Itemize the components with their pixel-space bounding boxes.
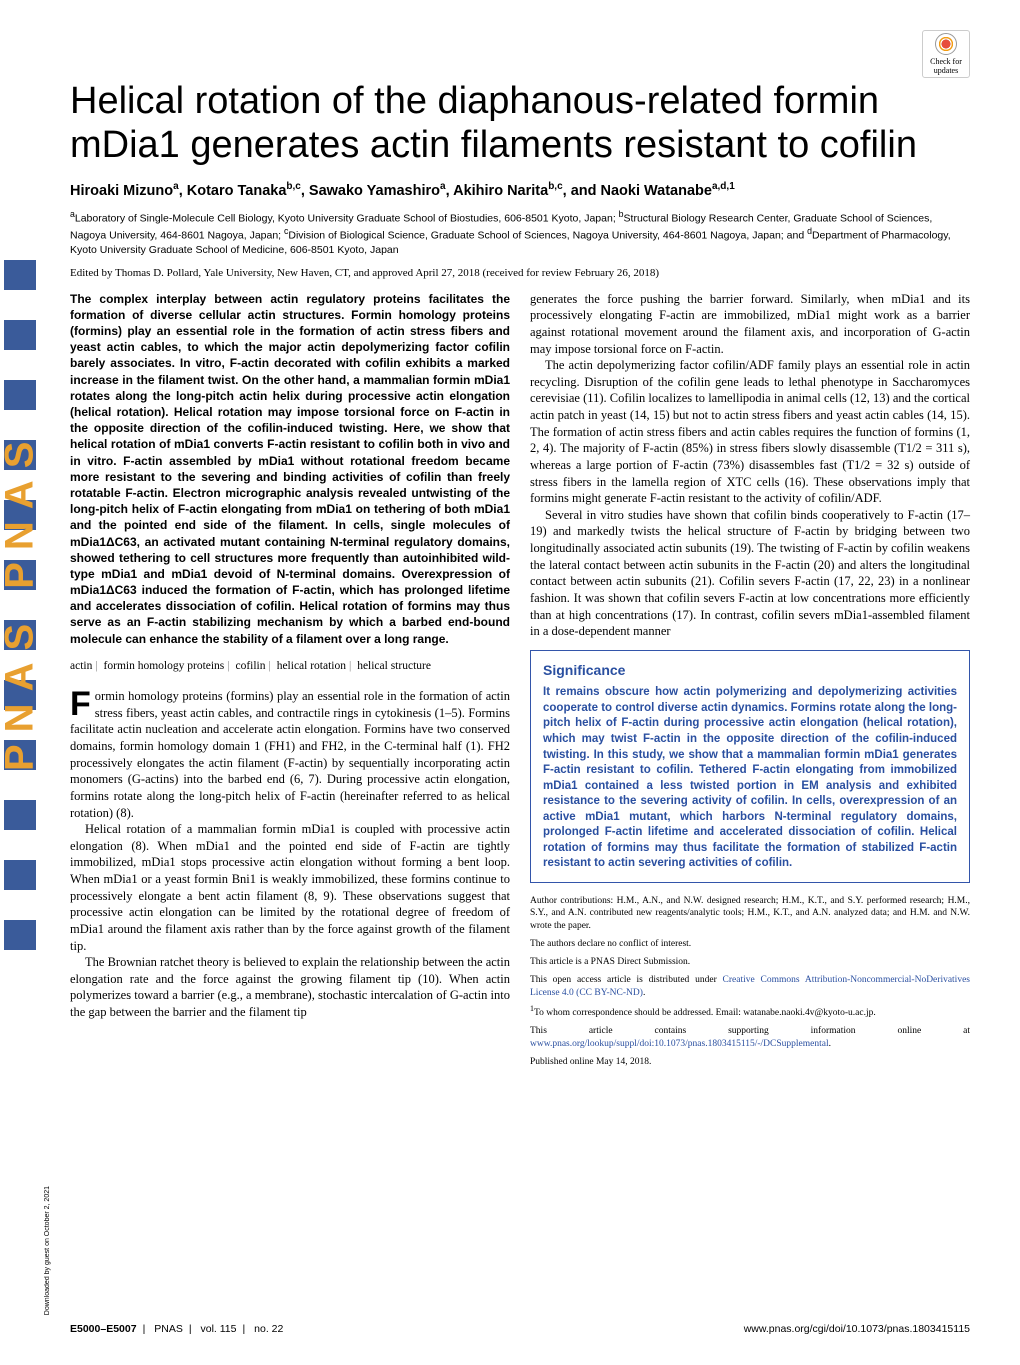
published-date: Published online May 14, 2018. [530, 1056, 970, 1069]
body-paragraph: Formin homology proteins (formins) play … [70, 688, 510, 821]
two-column-body: The complex interplay between actin regu… [70, 291, 970, 1074]
pnas-sidebar-mark: PNAS PNAS [4, 250, 36, 950]
supporting-info: This article contains supporting informa… [530, 1025, 970, 1051]
page-footer: E5000–E5007| PNAS| vol. 115| no. 22 www.… [70, 1315, 970, 1335]
article-title: Helical rotation of the diaphanous-relat… [70, 80, 970, 167]
author-list: Hiroaki Mizunoa, Kotaro Tanakab,c, Sawak… [70, 181, 970, 199]
right-column: generates the force pushing the barrier … [530, 291, 970, 1074]
conflict-statement: The authors declare no conflict of inter… [530, 938, 970, 951]
author-contributions: Author contributions: H.M., A.N., and N.… [530, 895, 970, 933]
downloaded-note: Downloaded by guest on October 2, 2021 [44, 1186, 51, 1315]
body-paragraph: Helical rotation of a mammalian formin m… [70, 821, 510, 954]
crossmark-icon [935, 33, 957, 55]
license-statement: This open access article is distributed … [530, 974, 970, 1000]
body-paragraph: Several in vitro studies have shown that… [530, 507, 970, 640]
submission-type: This article is a PNAS Direct Submission… [530, 956, 970, 969]
significance-text: It remains obscure how actin polymerizin… [543, 685, 957, 871]
significance-box: Significance It remains obscure how acti… [530, 650, 970, 883]
correspondence: 1To whom correspondence should be addres… [530, 1004, 970, 1020]
body-paragraph: The actin depolymerizing factor cofilin/… [530, 357, 970, 507]
affiliations: aLaboratory of Single-Molecule Cell Biol… [70, 209, 970, 257]
check-updates-text: Check for updates [923, 57, 969, 75]
edited-by: Edited by Thomas D. Pollard, Yale Univer… [70, 267, 970, 279]
body-paragraph: generates the force pushing the barrier … [530, 291, 970, 358]
left-column: The complex interplay between actin regu… [70, 291, 510, 1074]
abstract: The complex interplay between actin regu… [70, 291, 510, 647]
check-updates-badge[interactable]: Check for updates [922, 30, 970, 78]
footer-left: E5000–E5007| PNAS| vol. 115| no. 22 [70, 1323, 283, 1335]
significance-heading: Significance [543, 661, 957, 680]
keywords: actin| formin homology proteins| cofilin… [70, 659, 510, 674]
article-page: Check for updates Helical rotation of th… [70, 30, 970, 1335]
body-paragraph: The Brownian ratchet theory is believed … [70, 954, 510, 1021]
footer-doi[interactable]: www.pnas.org/cgi/doi/10.1073/pnas.180341… [744, 1323, 970, 1335]
